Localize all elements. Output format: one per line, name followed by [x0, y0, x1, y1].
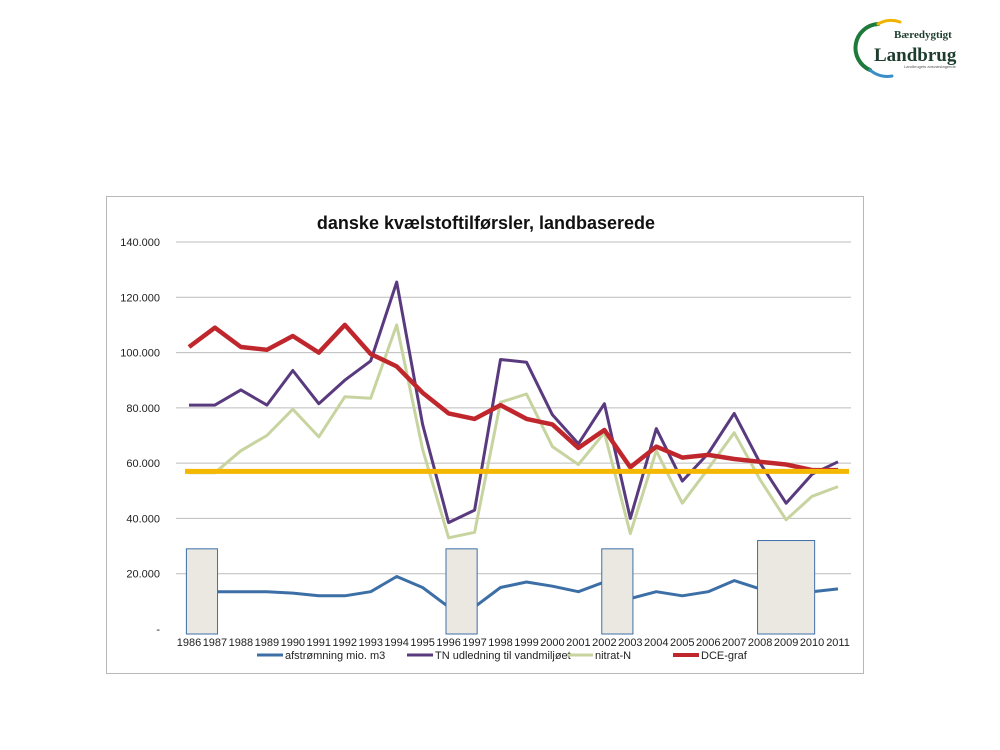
line-chart: danske kvælstoftilførsler, landbaserede … [120, 213, 851, 662]
x-tick-label: 2005 [670, 637, 694, 649]
x-tick-label: 1995 [410, 637, 434, 649]
x-tick-label: 1997 [462, 637, 486, 649]
y-tick-label: 20.000 [126, 569, 160, 581]
logo-line2: Landbrug [874, 45, 957, 66]
baeredygtigt-landbrug-logo: Bæredygtigt Landbrug Landbrugets ansvars… [848, 18, 958, 80]
x-tick-label: 2000 [540, 637, 564, 649]
x-tick-label: 1994 [384, 637, 408, 649]
x-tick-label: 1998 [488, 637, 512, 649]
x-tick-label: 2008 [748, 637, 772, 649]
cover-boxes [185, 540, 816, 635]
x-tick-label: 1992 [333, 637, 357, 649]
logo-tagline: Landbrugets ansvarstagende [904, 64, 957, 69]
x-tick-label: 1987 [203, 637, 227, 649]
y-tick-label: 80.000 [126, 403, 160, 415]
x-tick-label: 2011 [826, 637, 850, 649]
x-tick-label: 1991 [307, 637, 331, 649]
x-tick-label: 2009 [774, 637, 798, 649]
x-tick-label: 2003 [618, 637, 642, 649]
grid-lines [176, 241, 851, 575]
legend-label: TN udledning til vandmiljøet [435, 650, 571, 662]
legend-label: afstrømning mio. m3 [285, 650, 385, 662]
x-tick-label: 2006 [696, 637, 720, 649]
y-tick-label: 140.000 [120, 237, 160, 249]
x-tick-label: 2002 [592, 637, 616, 649]
x-tick-label: 1989 [255, 637, 279, 649]
x-tick-label: 2007 [722, 637, 746, 649]
x-tick-label: 1988 [229, 637, 253, 649]
series-line-1 [189, 575, 839, 609]
x-tick-label: 1986 [177, 637, 201, 649]
cover-box [445, 548, 478, 635]
series-line-2 [189, 280, 839, 525]
y-tick-label: 60.000 [126, 458, 160, 470]
y-tick-label: 40.000 [126, 513, 160, 525]
series-line-4 [187, 322, 838, 473]
y-axis-ticks: - 20.000 40.000 60.000 80.000 100.000 120.000 1… [120, 237, 160, 636]
x-tick-label: 1999 [514, 637, 538, 649]
x-tick-label: 2010 [800, 637, 824, 649]
cover-box [601, 548, 634, 635]
legend-label: DCE-graf [701, 650, 748, 662]
x-tick-label: 2004 [644, 637, 668, 649]
logo-line1: Bæredygtigt [894, 29, 952, 41]
chart-container: danske kvælstoftilførsler, landbaserede … [106, 196, 864, 674]
x-axis-ticks: 1986 1987 1988 1989 1990 1991 1992 1993 1994 1995… [177, 637, 850, 649]
cover-box [185, 548, 219, 635]
y-tick-label: 100.000 [120, 348, 160, 360]
legend-label: nitrat-N [595, 650, 631, 662]
x-tick-label: 1993 [358, 637, 382, 649]
x-tick-label: 1996 [436, 637, 460, 649]
x-tick-label: 1990 [281, 637, 305, 649]
series-lines [185, 280, 849, 609]
cover-box [757, 540, 816, 635]
series-line-3 [189, 323, 839, 540]
chart-legend: afstrømning mio. m3 TN udledning til vand… [257, 650, 748, 662]
x-tick-label: 2001 [566, 637, 590, 649]
chart-title: danske kvælstoftilførsler, landbaserede [317, 213, 655, 233]
y-tick-label: 120.000 [120, 292, 160, 304]
y-tick-label: - [156, 624, 160, 636]
